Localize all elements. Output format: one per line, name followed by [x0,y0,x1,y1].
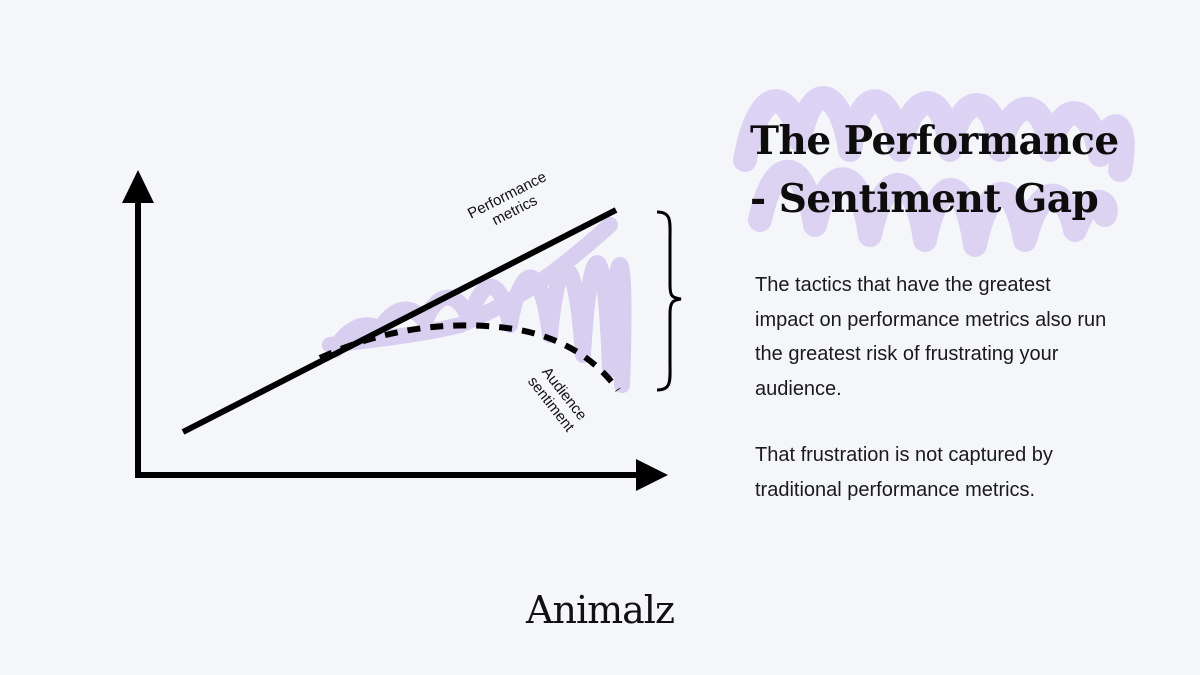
gap-highlight-scribble [322,217,632,393]
page-title: The Performance - Sentiment Gap [750,112,1119,228]
performance-metrics-line [181,207,618,435]
gap-brace [656,210,682,392]
body-text: The tactics that have the greatest impac… [755,268,1115,539]
animalz-logo: Animalz [526,588,675,632]
title-line1: The Performance [750,118,1119,164]
title-line2: - Sentiment Gap [750,176,1099,222]
title-highlight-scribble [733,86,1135,257]
body-paragraph-2: That frustration is not captured by trad… [755,444,1053,501]
audience-sentiment-line [318,322,621,392]
body-paragraph-1: The tactics that have the greatest impac… [755,274,1107,400]
x-axis-arrow-icon [636,459,668,491]
y-axis-arrow-icon [122,170,154,203]
